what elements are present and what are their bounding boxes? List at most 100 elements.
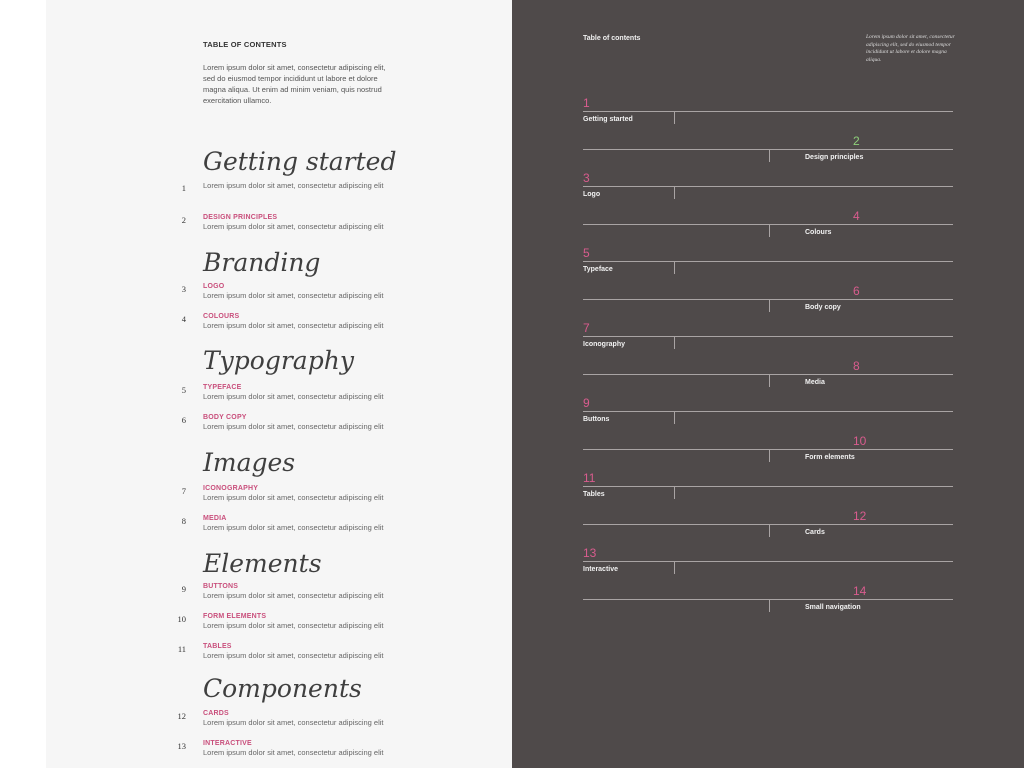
- row-number: 6: [853, 283, 860, 298]
- row-tick: [674, 112, 675, 124]
- entry-number: 8: [181, 516, 186, 526]
- toc-row[interactable]: 13 Interactive: [583, 546, 953, 582]
- entry-link[interactable]: CARDS: [203, 710, 229, 717]
- entry-link[interactable]: TABLES: [203, 643, 232, 650]
- toc-row[interactable]: 11 Tables: [583, 471, 953, 507]
- entry-link[interactable]: FORM ELEMENTS: [203, 613, 267, 620]
- row-label: Buttons: [583, 416, 610, 423]
- entry-description: Lorem ipsum dolor sit amet, consectetur …: [203, 591, 384, 600]
- row-divider: [583, 298, 953, 300]
- section-heading: Typography: [203, 346, 354, 375]
- row-tick: [769, 299, 770, 312]
- row-divider: [583, 261, 953, 262]
- row-label: Colours: [805, 228, 832, 236]
- entry-description: Lorem ipsum dolor sit amet, consectetur …: [203, 621, 384, 630]
- row-divider: [583, 186, 953, 187]
- row-divider: [583, 223, 953, 225]
- row-label: Design principles: [805, 153, 864, 161]
- row-number: 13: [583, 546, 597, 560]
- toc-row[interactable]: 3 Logo: [583, 171, 953, 207]
- entry-link[interactable]: BODY COPY: [203, 414, 247, 421]
- entry-description: Lorem ipsum dolor sit amet, consectetur …: [203, 523, 384, 532]
- toc-intro: Lorem ipsum dolor sit amet, consectetur …: [203, 63, 386, 105]
- row-number: 1: [583, 96, 590, 110]
- entry-link[interactable]: ICONOGRAPHY: [203, 485, 259, 492]
- toc-row[interactable]: 9 Buttons: [583, 396, 953, 432]
- entry-number: 4: [181, 314, 186, 324]
- row-tick: [674, 187, 675, 199]
- entry-description: Lorem ipsum dolor sit amet, consectetur …: [203, 291, 384, 300]
- toc-row[interactable]: 7 Iconography: [583, 321, 953, 357]
- entry-link[interactable]: COLOURS: [203, 313, 240, 320]
- row-number: 11: [583, 471, 596, 485]
- row-number: 8: [853, 358, 860, 373]
- row-label: Small navigation: [805, 603, 861, 611]
- entry-description: Lorem ipsum dolor sit amet, consectetur …: [203, 493, 384, 502]
- section-heading: Getting started: [203, 147, 397, 176]
- entry-description: Lorem ipsum dolor sit amet, consectetur …: [203, 651, 384, 660]
- row-number: 14: [853, 583, 867, 598]
- entry-description: Lorem ipsum dolor sit amet, consectetur …: [203, 181, 384, 190]
- entry-number: 10: [177, 614, 187, 624]
- row-number: 3: [583, 171, 590, 185]
- row-label: Iconography: [583, 341, 626, 348]
- row-divider: [583, 486, 953, 487]
- row-label: Logo: [583, 191, 601, 198]
- entry-description: Lorem ipsum dolor sit amet, consectetur …: [203, 422, 384, 431]
- toc-row[interactable]: 1 Getting started: [583, 96, 953, 132]
- row-divider: [583, 448, 953, 450]
- toc-title: TABLE OF CONTENTS: [203, 40, 287, 49]
- section-heading: Components: [203, 674, 362, 703]
- dark-toc-title: Table of contents: [583, 35, 641, 42]
- entry-link[interactable]: TYPEFACE: [203, 384, 242, 391]
- row-tick: [674, 562, 675, 574]
- section-heading: Branding: [203, 248, 321, 277]
- entry-link[interactable]: LOGO: [203, 283, 225, 290]
- row-number: 5: [583, 246, 590, 260]
- toc-row[interactable]: 8 Media: [583, 359, 953, 395]
- entry-description: Lorem ipsum dolor sit amet, consectetur …: [203, 718, 384, 727]
- row-divider: [583, 523, 953, 525]
- toc-row[interactable]: 10 Form elements: [583, 434, 953, 470]
- toc-row[interactable]: 2 Design principles: [583, 134, 953, 170]
- entry-link[interactable]: INTERACTIVE: [203, 740, 252, 747]
- row-label: Typeface: [583, 266, 613, 273]
- row-divider: [583, 336, 953, 337]
- toc-row[interactable]: 4 Colours: [583, 209, 953, 245]
- dark-toc-panel: Table of contents Lorem ipsum dolor sit …: [512, 0, 1024, 768]
- row-divider: [583, 373, 953, 375]
- entry-link[interactable]: BUTTONS: [203, 583, 239, 590]
- toc-row[interactable]: 12 Cards: [583, 509, 953, 545]
- row-number: 2: [853, 133, 860, 148]
- toc-row[interactable]: 5 Typeface: [583, 246, 953, 282]
- entry-link[interactable]: DESIGN PRINCIPLES: [203, 214, 278, 221]
- row-number: 9: [583, 396, 590, 410]
- row-label: Form elements: [805, 453, 855, 461]
- entry-description: Lorem ipsum dolor sit amet, consectetur …: [203, 748, 384, 757]
- row-label: Media: [805, 378, 825, 386]
- entry-description: Lorem ipsum dolor sit amet, consectetur …: [203, 392, 384, 401]
- row-tick: [769, 149, 770, 162]
- entry-number: 12: [177, 711, 187, 721]
- light-toc-panel: TABLE OF CONTENTS Lorem ipsum dolor sit …: [46, 0, 512, 768]
- entry-number: 11: [177, 644, 186, 654]
- entry-number: 13: [177, 741, 187, 751]
- entry-number: 9: [181, 584, 186, 594]
- toc-row[interactable]: 6 Body copy: [583, 284, 953, 320]
- row-divider: [583, 561, 953, 562]
- row-tick: [769, 449, 770, 462]
- section-heading: Images: [203, 448, 296, 477]
- row-tick: [674, 262, 675, 274]
- row-label: Body copy: [805, 303, 841, 311]
- entry-number: 7: [181, 486, 186, 496]
- row-label: Interactive: [583, 566, 619, 573]
- toc-row[interactable]: 14 Small navigation: [583, 584, 953, 620]
- entry-link[interactable]: MEDIA: [203, 515, 227, 522]
- row-tick: [674, 412, 675, 424]
- row-number: 12: [853, 508, 867, 523]
- row-label: Cards: [805, 528, 825, 536]
- row-divider: [583, 111, 953, 112]
- entry-number: 6: [181, 415, 186, 425]
- row-tick: [674, 487, 675, 499]
- row-tick: [674, 337, 675, 349]
